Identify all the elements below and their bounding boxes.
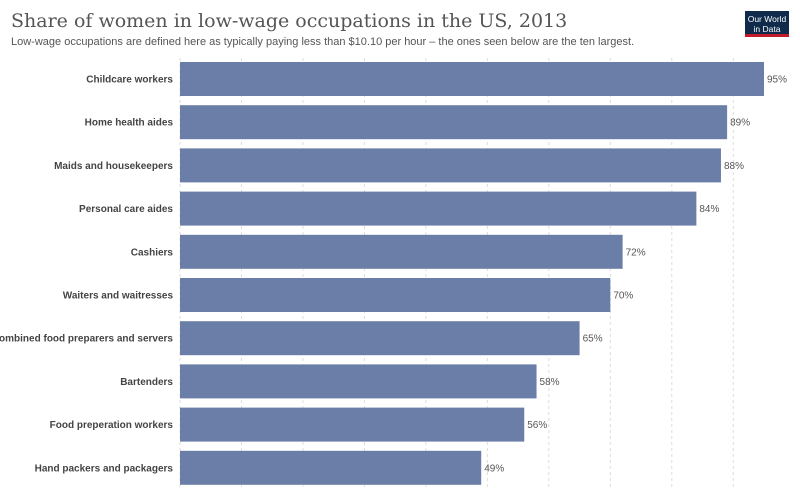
value-label: 72% xyxy=(626,247,646,258)
category-label: Bartenders xyxy=(120,377,173,388)
value-label: 58% xyxy=(540,377,560,388)
value-label: 88% xyxy=(724,161,744,172)
category-label: Maids and housekeepers xyxy=(54,161,173,172)
bar[interactable] xyxy=(180,148,721,183)
value-label: 89% xyxy=(730,118,750,129)
value-label: 49% xyxy=(484,463,504,474)
category-label: Childcare workers xyxy=(86,75,173,86)
value-label: 70% xyxy=(613,291,633,302)
bar[interactable] xyxy=(180,407,525,442)
category-label: Food preperation workers xyxy=(50,420,174,431)
value-label: 95% xyxy=(767,75,787,86)
bar[interactable] xyxy=(180,234,623,269)
bar[interactable] xyxy=(180,278,611,312)
category-label: Waiters and waitresses xyxy=(63,291,174,302)
bar[interactable] xyxy=(180,62,764,96)
bar[interactable] xyxy=(180,105,728,140)
bar[interactable] xyxy=(180,321,580,356)
chart-title: Share of women in low-wage occupations i… xyxy=(11,10,568,32)
category-label: Home health aides xyxy=(85,118,174,129)
category-label: Cashiers xyxy=(131,247,174,258)
value-label: 84% xyxy=(699,204,719,215)
bar[interactable] xyxy=(180,191,697,226)
owid-logo[interactable]: Our World in Data xyxy=(745,11,789,37)
category-label: Personal care aides xyxy=(79,204,173,215)
category-label: Hand packers and packagers xyxy=(35,463,174,474)
bar[interactable] xyxy=(180,450,482,485)
chart-subtitle: Low-wage occupations are defined here as… xyxy=(11,36,635,48)
value-label: 65% xyxy=(583,334,603,345)
value-label: 56% xyxy=(527,420,547,431)
category-label: Combined food preparers and servers xyxy=(0,334,173,345)
bar[interactable] xyxy=(180,364,537,399)
logo-line-1: Our World xyxy=(747,14,787,24)
logo-line-2: in Data xyxy=(753,24,781,34)
